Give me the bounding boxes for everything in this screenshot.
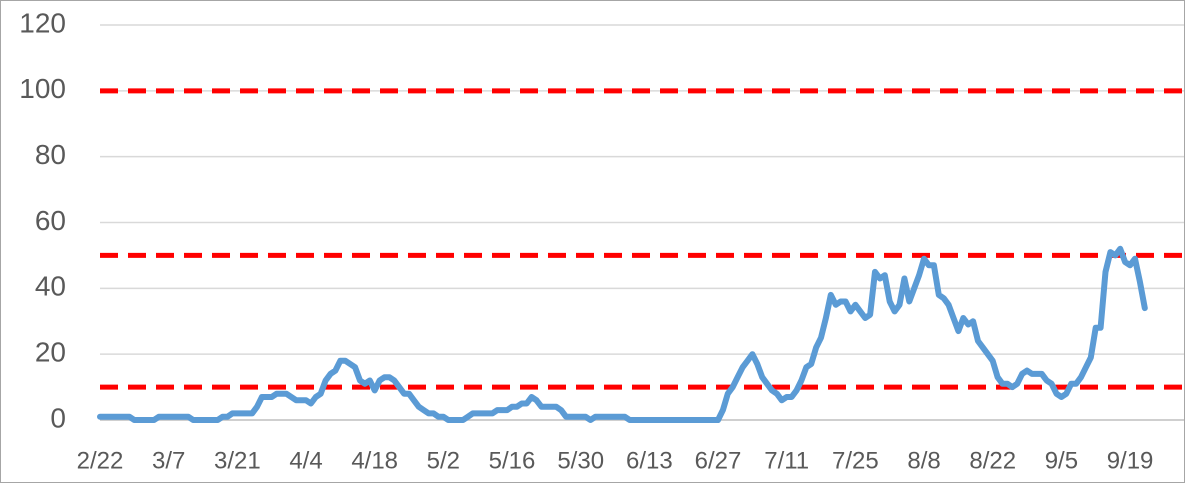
x-tick-label: 7/11: [764, 447, 809, 474]
x-tick-label: 3/7: [152, 447, 185, 474]
y-tick-label: 60: [35, 205, 66, 236]
y-tick-label: 120: [19, 7, 66, 38]
x-tick-label: 8/8: [907, 447, 940, 474]
x-tick-label: 5/2: [427, 447, 460, 474]
x-tick-label: 8/22: [969, 447, 1016, 474]
x-tick-label: 7/25: [832, 447, 879, 474]
x-tick-label: 9/19: [1107, 447, 1154, 474]
x-tick-label: 4/18: [351, 447, 398, 474]
x-tick-label: 9/5: [1045, 447, 1078, 474]
x-tick-label: 5/30: [557, 447, 604, 474]
y-tick-label: 20: [35, 337, 66, 368]
x-tick-label: 4/4: [289, 447, 322, 474]
y-tick-label: 100: [19, 73, 66, 104]
data-line: [97, 245, 1148, 423]
x-tick-label: 6/27: [695, 447, 742, 474]
x-tick-label: 3/21: [214, 447, 261, 474]
x-tick-label: 6/13: [626, 447, 673, 474]
x-tick-label: 2/22: [77, 447, 124, 474]
y-tick-label: 0: [50, 402, 66, 433]
y-tick-label: 40: [35, 271, 66, 302]
y-tick-label: 80: [35, 139, 66, 170]
x-tick-label: 5/16: [489, 447, 536, 474]
